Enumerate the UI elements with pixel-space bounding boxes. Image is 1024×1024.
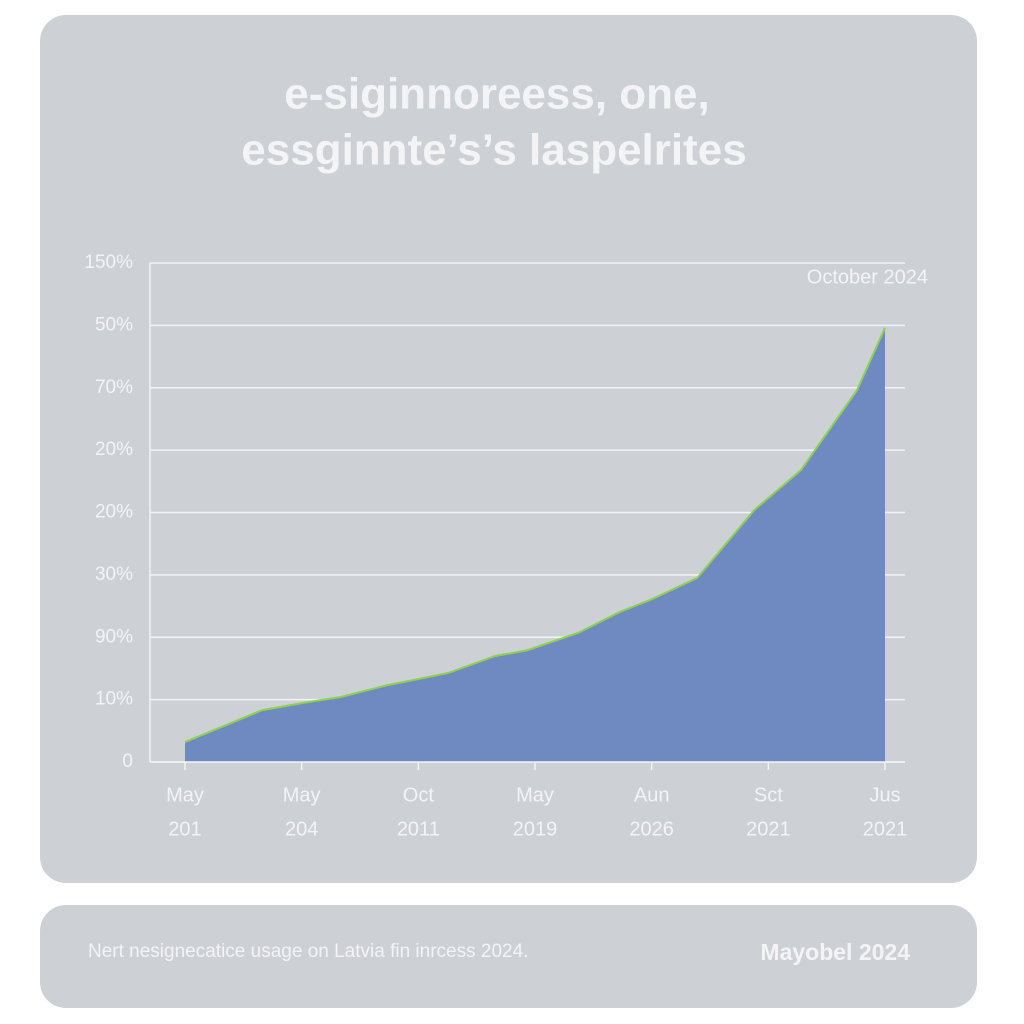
x-tick-label: Jus (869, 784, 900, 806)
x-tick-label: May (283, 784, 321, 806)
x-tick-label: Aun (634, 784, 670, 806)
area (185, 327, 885, 762)
y-tick-label: 10% (95, 689, 133, 710)
x-tick-label: 204 (285, 818, 318, 840)
x-tick-label: 2021 (746, 818, 791, 840)
y-tick-label: 70% (95, 377, 133, 398)
x-tick-label: 201 (168, 818, 201, 840)
footer-panel (40, 905, 977, 1008)
chart-title: e-siginnoreess, one, (284, 70, 709, 119)
x-tick-label: May (166, 784, 204, 806)
footer-date: Mayobel 2024 (760, 939, 910, 965)
x-tick-label: 2026 (629, 818, 674, 840)
x-tick-label: May (516, 784, 554, 806)
y-tick-label: 30% (95, 564, 133, 585)
x-tick-label: 2021 (863, 818, 908, 840)
y-tick-label: 150% (84, 252, 133, 273)
area-line (184, 327, 886, 743)
y-tick-label: 20% (95, 439, 133, 460)
y-tick-label: 90% (95, 626, 133, 647)
y-tick-label: 0 (122, 751, 133, 772)
x-tick-label: 2011 (397, 818, 440, 840)
x-tick-label: 2019 (513, 818, 558, 840)
chart-title: essginnte’s’s laspelrites (241, 126, 746, 175)
y-tick-label: 50% (95, 314, 133, 335)
x-tick-label: Oct (403, 784, 435, 806)
footer-caption: Nert nesignecatice usage on Latvia fin i… (88, 941, 528, 962)
y-tick-label: 20% (95, 502, 133, 523)
x-tick-label: Sct (754, 784, 783, 806)
annotation: October 2024 (807, 266, 928, 288)
